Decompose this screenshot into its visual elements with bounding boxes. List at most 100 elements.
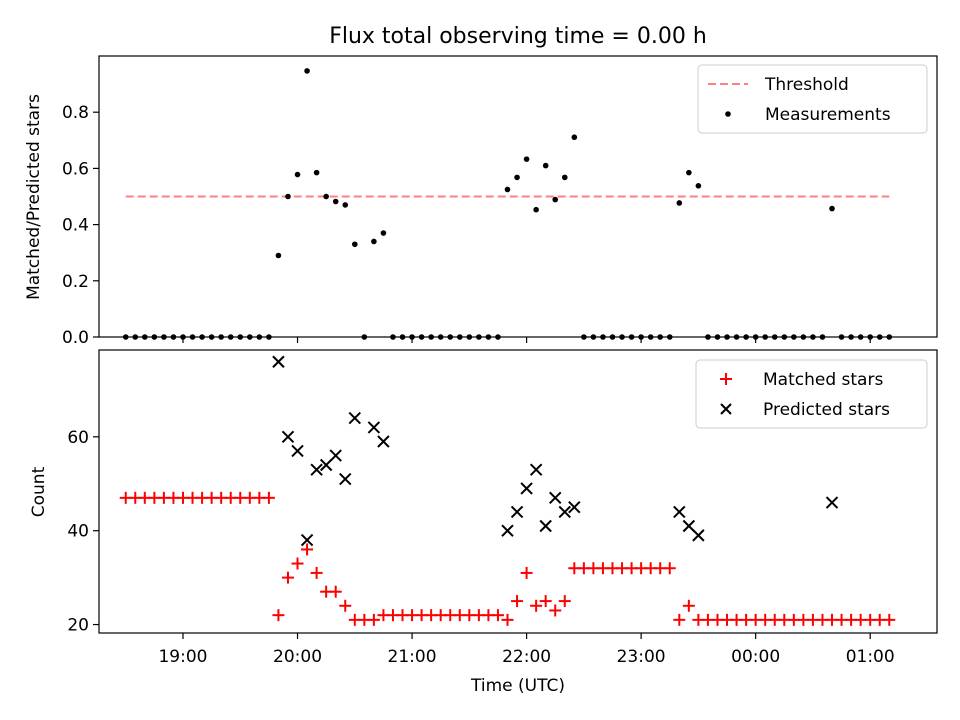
legend-measurements-label: Measurements xyxy=(765,105,891,125)
measurements-point xyxy=(285,193,291,200)
matched-stars-point xyxy=(539,595,552,608)
matched-stars-point xyxy=(682,599,695,612)
top-y-axis-label: Matched/Predicted stars xyxy=(24,94,44,300)
measurements-point xyxy=(380,230,387,236)
measurements-point xyxy=(571,134,578,141)
predicted-stars-point xyxy=(300,533,314,547)
matched-stars-point xyxy=(663,562,676,575)
matched-stars-point xyxy=(558,595,571,608)
bottom-axis-ticks: 20 40 60 19:00 20:00 21:00 22:00 23:00 00:00 01:0… xyxy=(67,428,894,667)
top-axis-ticks: 0.0 0.2 0.4 0.6 0.8 xyxy=(62,103,871,348)
measurements-point xyxy=(504,186,511,193)
measurements-point xyxy=(561,174,568,181)
matched-stars-point xyxy=(549,604,562,617)
bottom-x-tick-label: 20:00 xyxy=(273,647,322,667)
predicted-stars-point xyxy=(281,430,295,444)
bottom-x-tick-label: 21:00 xyxy=(388,647,437,667)
predicted-stars-point xyxy=(825,496,839,509)
measurements-point xyxy=(332,198,339,205)
bottom-legend: Matched stars Predicted stars xyxy=(695,359,928,429)
bottom-y-tick-label: 20 xyxy=(67,616,89,636)
legend-matched-swatch xyxy=(720,373,732,385)
matched-stars-point xyxy=(883,613,896,626)
legend-predicted-swatch xyxy=(720,403,732,415)
predicted-stars-point xyxy=(568,501,581,514)
predicted-stars-point xyxy=(549,491,562,505)
matched-stars-point xyxy=(291,557,304,570)
bottom-axes-frame xyxy=(98,349,938,634)
top-panel: Flux total observing time = 0.00 h Match… xyxy=(24,24,938,348)
bottom-x-tick-label: 01:00 xyxy=(846,647,895,667)
matched-stars-point xyxy=(281,571,294,584)
measurements-point xyxy=(523,156,530,162)
measurements-point xyxy=(304,68,310,74)
legend-predicted-label: Predicted stars xyxy=(763,400,890,420)
predicted-stars-point xyxy=(367,421,381,434)
predicted-stars-point xyxy=(272,355,285,368)
bottom-y-tick-label: 60 xyxy=(67,428,89,448)
predicted-stars-point xyxy=(558,505,571,519)
matched-stars-point xyxy=(520,566,533,579)
measurements-point xyxy=(294,171,301,178)
predicted-stars-point xyxy=(339,472,352,486)
matched-stars-point xyxy=(339,599,352,612)
matched-stars-point xyxy=(511,595,524,608)
top-chart-title: Flux total observing time = 0.00 h xyxy=(329,24,707,49)
measurements-point xyxy=(351,241,358,248)
predicted-stars-point xyxy=(501,524,514,537)
bottom-y-tick-label: 40 xyxy=(67,522,89,542)
matched-stars-point xyxy=(530,599,543,612)
top-y-tick-label: 0.4 xyxy=(62,216,89,236)
matched-stars-point xyxy=(491,609,504,622)
measurements-point xyxy=(829,205,835,212)
matched-stars-point xyxy=(367,613,380,626)
top-plot-data xyxy=(122,68,893,340)
measurements-point xyxy=(342,202,349,208)
predicted-stars-point xyxy=(510,505,524,519)
top-axes-frame xyxy=(98,55,938,338)
measurements-point xyxy=(676,200,683,206)
bottom-x-tick-label: 00:00 xyxy=(731,647,780,667)
predicted-stars-point xyxy=(520,482,533,495)
bottom-plot-data xyxy=(119,355,896,626)
predicted-stars-point xyxy=(682,519,696,533)
measurements-point xyxy=(686,169,692,176)
bottom-panel: Count Time (UTC) 20 40 60 19:00 20:00 21:00 22… xyxy=(29,349,938,696)
measurements-point xyxy=(371,238,377,245)
measurements-point xyxy=(323,193,329,200)
measurements-point xyxy=(514,174,520,181)
legend-measurements-swatch xyxy=(725,111,731,117)
predicted-stars-point xyxy=(673,505,686,519)
top-y-tick-label: 0.0 xyxy=(62,328,89,348)
top-y-tick-label: 0.8 xyxy=(62,103,89,123)
measurements-point xyxy=(542,162,549,169)
top-legend: Threshold Measurements xyxy=(697,64,928,134)
top-legend-box xyxy=(697,64,928,134)
matched-stars-point xyxy=(262,491,275,504)
predicted-stars-point xyxy=(319,458,333,472)
measurements-point xyxy=(695,183,702,189)
measurements-point xyxy=(533,206,539,213)
legend-matched-label: Matched stars xyxy=(763,370,883,390)
bottom-x-tick-label: 23:00 xyxy=(617,647,666,667)
top-y-tick-label: 0.6 xyxy=(62,159,89,179)
matched-stars-point xyxy=(329,585,342,598)
matched-stars-point xyxy=(673,613,686,626)
predicted-stars-point xyxy=(529,463,543,476)
matched-stars-point xyxy=(272,609,285,622)
measurements-point xyxy=(313,169,320,176)
bottom-x-tick-label: 19:00 xyxy=(158,647,207,667)
matched-stars-point xyxy=(310,566,323,579)
legend-threshold-label: Threshold xyxy=(764,75,849,95)
predicted-stars-point xyxy=(329,449,342,462)
top-y-tick-label: 0.2 xyxy=(62,272,89,292)
measurements-point xyxy=(552,196,559,203)
bottom-x-axis-label: Time (UTC) xyxy=(470,676,565,696)
matched-stars-point xyxy=(301,543,314,556)
predicted-stars-point xyxy=(539,519,552,533)
bottom-y-axis-label: Count xyxy=(29,466,49,517)
predicted-stars-point xyxy=(348,411,361,425)
bottom-legend-box xyxy=(695,359,928,429)
predicted-stars-point xyxy=(291,444,304,458)
